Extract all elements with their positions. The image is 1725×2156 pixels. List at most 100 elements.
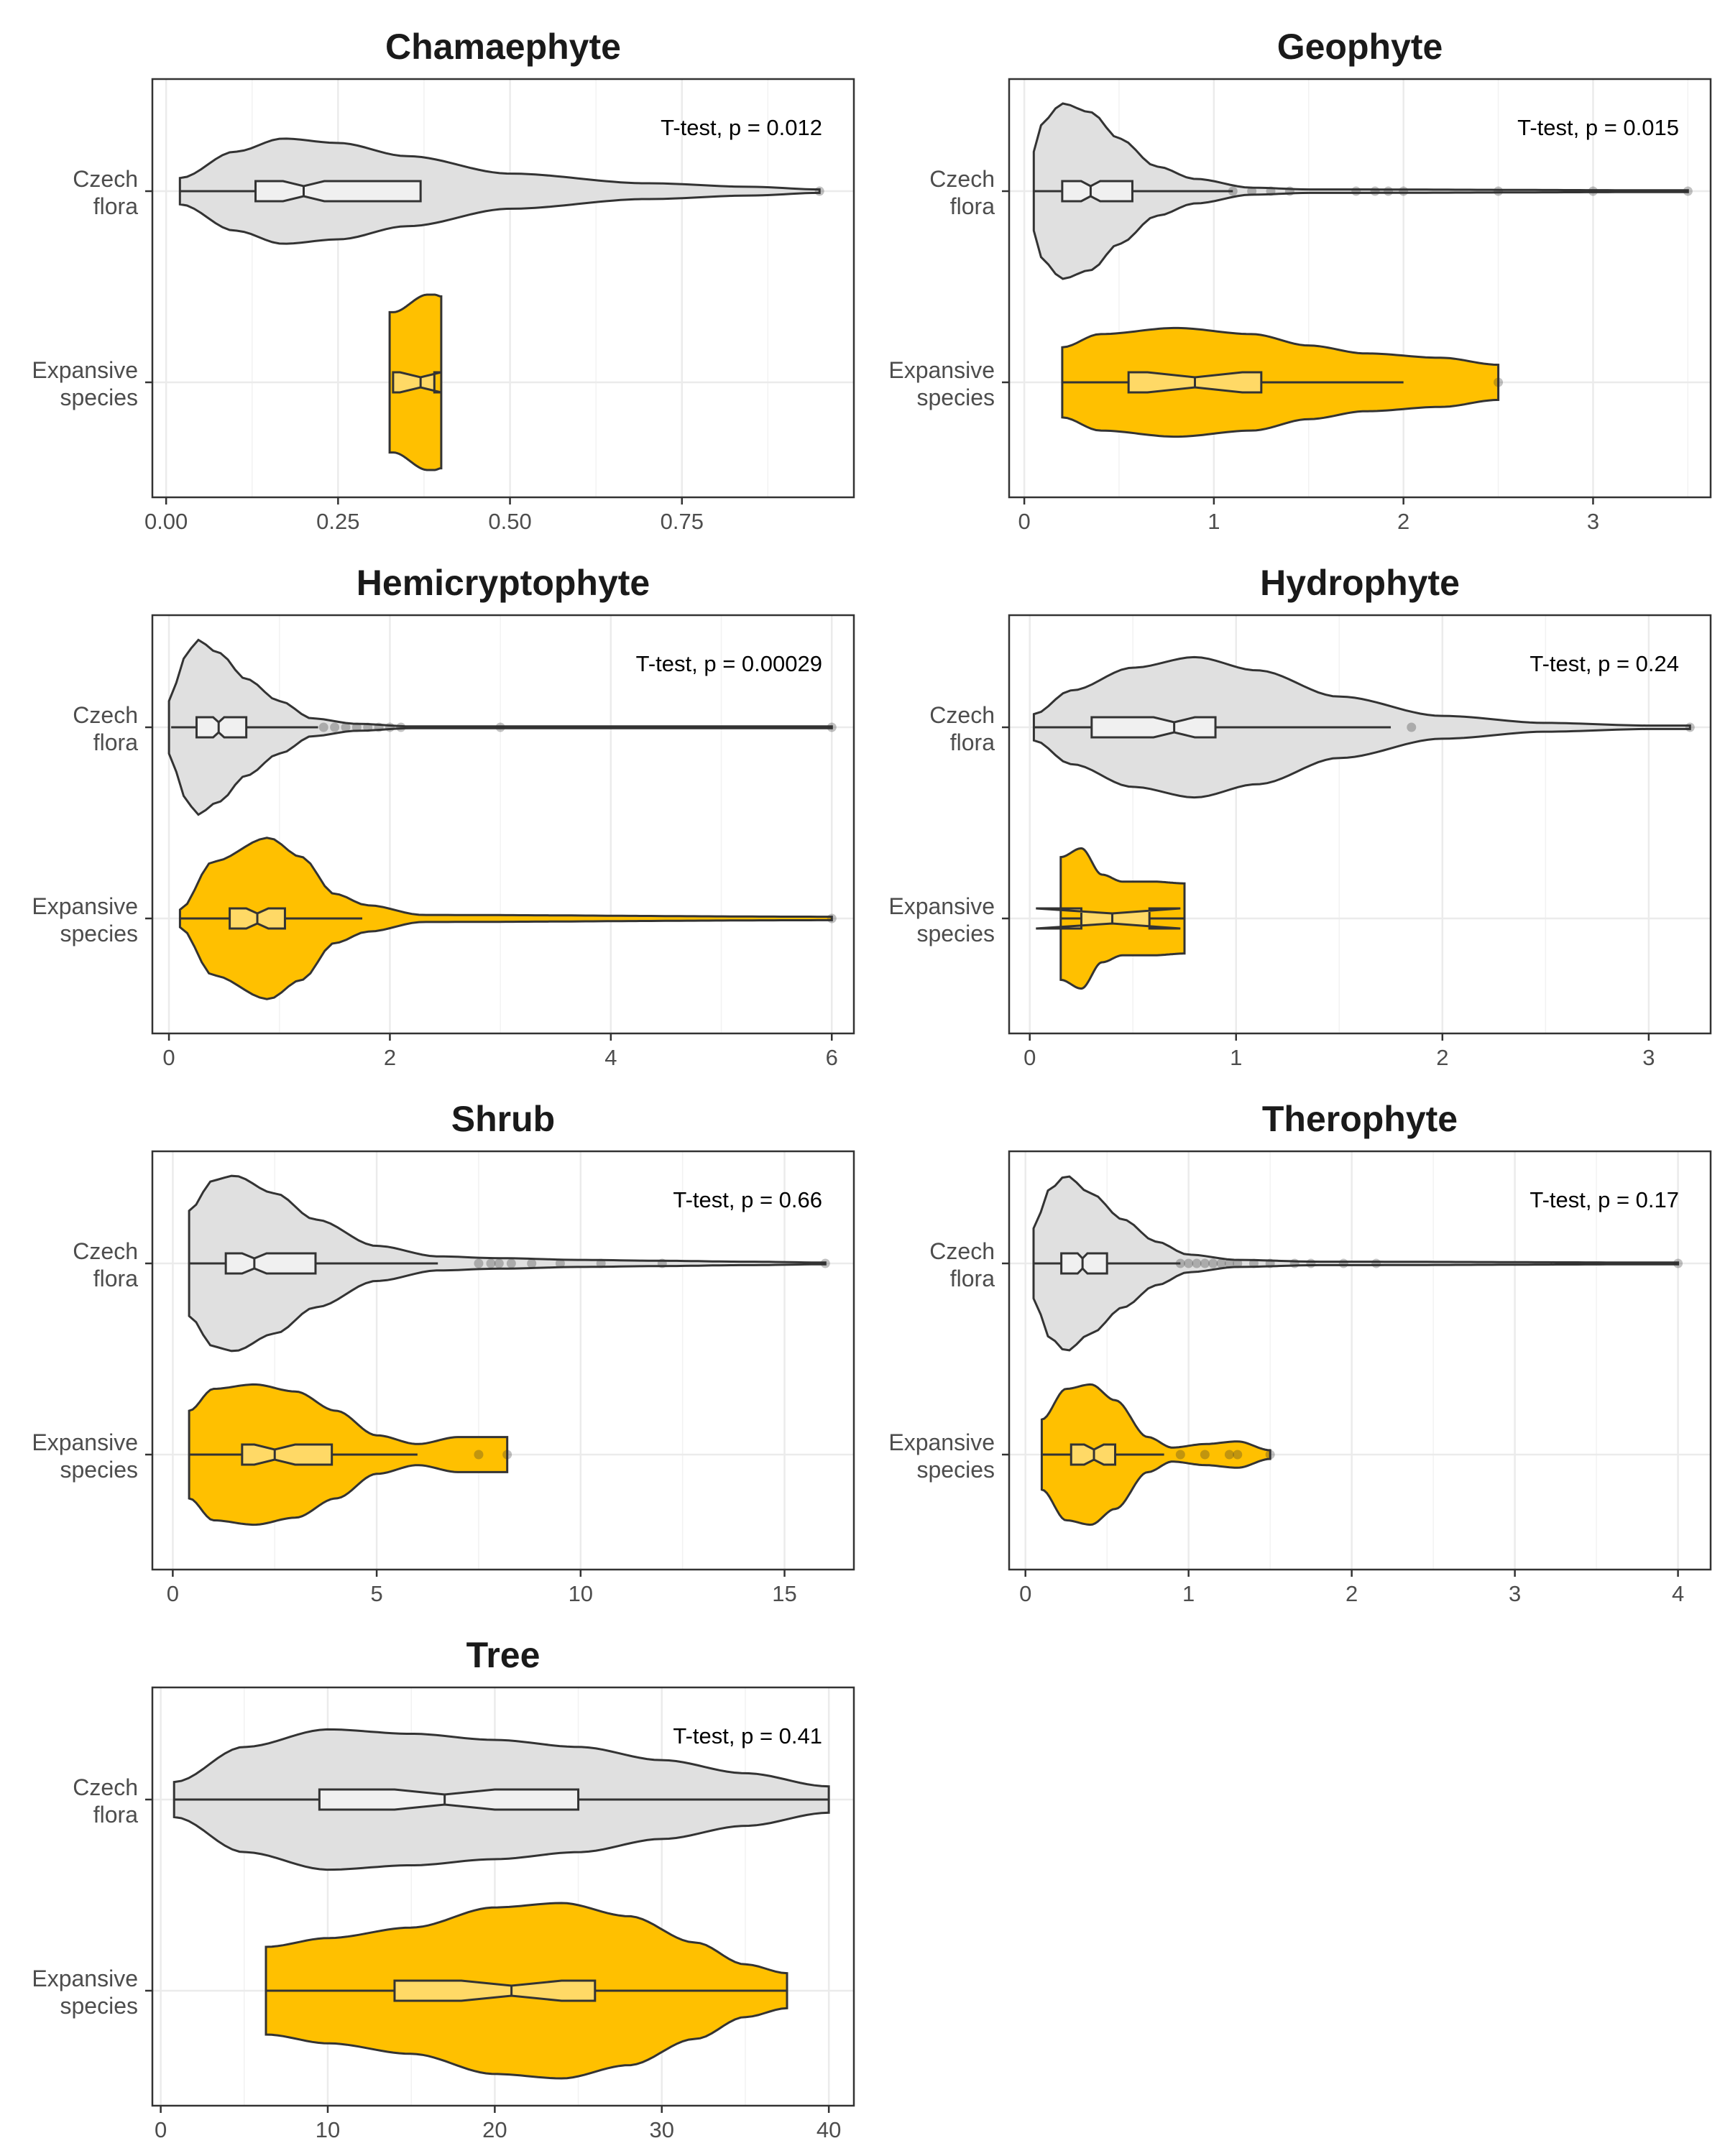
outlier-point	[1224, 1258, 1234, 1268]
y-category-label-line: flora	[950, 193, 995, 219]
outlier-point	[351, 722, 362, 732]
x-tick-label: 0	[1018, 509, 1030, 534]
outlier-point	[1233, 1450, 1243, 1460]
box	[1090, 716, 1217, 739]
outlier-point	[318, 722, 328, 732]
outlier-point	[1200, 1450, 1210, 1460]
outlier-point	[474, 1450, 484, 1460]
series-expansive-species	[188, 1383, 512, 1526]
y-category-label: Czech flora	[73, 166, 138, 219]
plot-frame	[1008, 78, 1712, 499]
box	[254, 180, 422, 203]
x-tick-label: 0.75	[661, 509, 704, 534]
y-category-label: Expansive species	[32, 1966, 138, 2019]
x-tick-label: 6	[826, 1045, 838, 1070]
y-category-label-line: flora	[93, 729, 138, 755]
plot-frame	[1008, 1150, 1712, 1571]
y-category-label: Expansive species	[32, 893, 138, 946]
y-category-label-line: Czech	[929, 166, 995, 192]
plot-frame	[151, 614, 855, 1035]
outlier-point	[1673, 1258, 1683, 1268]
x-tick-label: 0	[167, 1581, 179, 1606]
y-category-label-line: species	[917, 921, 995, 946]
box	[1061, 180, 1133, 203]
y-category-label-line: flora	[93, 1802, 138, 1828]
series-expansive-species	[1036, 847, 1186, 990]
violin	[188, 1174, 827, 1353]
series-czech-flora	[188, 1174, 830, 1353]
panel-title: Hemicryptophyte	[356, 563, 650, 603]
panel-hydrophyte: 0 1 2 3 Czech flora Expansive species Hydrophyte…	[888, 563, 1712, 1070]
violin	[1032, 102, 1689, 280]
plot-background	[152, 79, 854, 497]
x-tick-label: 0.25	[316, 509, 359, 534]
outlier-point	[341, 722, 351, 732]
outlier-point	[527, 1258, 537, 1268]
panel-title: Geophyte	[1277, 27, 1443, 67]
box	[318, 1788, 580, 1811]
outlier-point	[1284, 186, 1294, 196]
outlier-point	[1228, 186, 1238, 196]
outlier-point	[1588, 186, 1598, 196]
outlier-point	[495, 722, 505, 732]
outlier-point	[1248, 1258, 1259, 1268]
y-category-label-line: Czech	[929, 702, 995, 728]
outlier-point	[1266, 186, 1276, 196]
panel-title: Shrub	[451, 1099, 555, 1139]
x-tick-label: 3	[1642, 1045, 1655, 1070]
y-category-label-line: Expansive	[32, 893, 138, 919]
y-category-label-line: Czech	[73, 1774, 138, 1800]
y-category-label-line: Expansive	[32, 357, 138, 383]
box	[1060, 1252, 1108, 1275]
y-category-label-line: Expansive	[32, 1966, 138, 1991]
outlier-point	[1370, 186, 1380, 196]
outlier-point	[657, 1258, 667, 1268]
outlier-point	[827, 722, 837, 732]
outlier-point	[1494, 377, 1504, 387]
plot-frame	[151, 78, 855, 499]
x-tick-label: 4	[604, 1045, 617, 1070]
outlier-point	[1371, 1258, 1381, 1268]
x-tick-label: 10	[316, 2117, 340, 2142]
outlier-point	[474, 1258, 484, 1268]
x-tick-label: 2	[384, 1045, 396, 1070]
y-category-label: Expansive species	[32, 357, 138, 410]
y-category-label-line: Expansive	[888, 1429, 995, 1455]
box	[195, 716, 248, 739]
x-tick-label: 0.00	[144, 509, 188, 534]
y-category-label-line: Czech	[929, 1238, 995, 1264]
outlier-point	[396, 722, 406, 732]
x-tick-label: 2	[1436, 1045, 1448, 1070]
outlier-point	[1683, 186, 1693, 196]
panel-chamaephyte: 0.00 0.25 0.50 0.75 Czech flora Expansive speci…	[32, 27, 855, 534]
y-category-label-line: species	[60, 1457, 139, 1483]
outlier-point	[1351, 186, 1361, 196]
outlier-point	[374, 722, 384, 732]
x-tick-label: 30	[650, 2117, 674, 2142]
panel-title: Tree	[466, 1635, 540, 1675]
t-test-annotation: T-test, p = 0.015	[1517, 115, 1679, 140]
y-category-label: Expansive species	[32, 1429, 138, 1483]
outlier-point	[506, 1258, 516, 1268]
x-tick-label: 1	[1182, 1581, 1195, 1606]
x-tick-label: 3	[1587, 509, 1599, 534]
outlier-point	[1494, 186, 1504, 196]
x-tick-label: 0	[1024, 1045, 1036, 1070]
y-category-label: Czech flora	[73, 1238, 138, 1291]
outlier-point	[1233, 1258, 1243, 1268]
t-test-annotation: T-test, p = 0.24	[1530, 651, 1679, 676]
y-category-label: Czech flora	[929, 1238, 995, 1291]
box	[393, 1979, 597, 2002]
y-category-label-line: species	[917, 384, 995, 410]
outlier-point	[1265, 1258, 1275, 1268]
outlier-point	[1208, 1258, 1218, 1268]
outlier-point	[363, 722, 373, 732]
y-category-label: Czech flora	[73, 702, 138, 755]
series-expansive-species	[178, 837, 837, 1000]
x-tick-label: 1	[1230, 1045, 1242, 1070]
outlier-point	[330, 722, 340, 732]
x-tick-label: 15	[772, 1581, 796, 1606]
outlier-point	[1216, 1258, 1226, 1268]
plot-frame	[1008, 614, 1712, 1035]
